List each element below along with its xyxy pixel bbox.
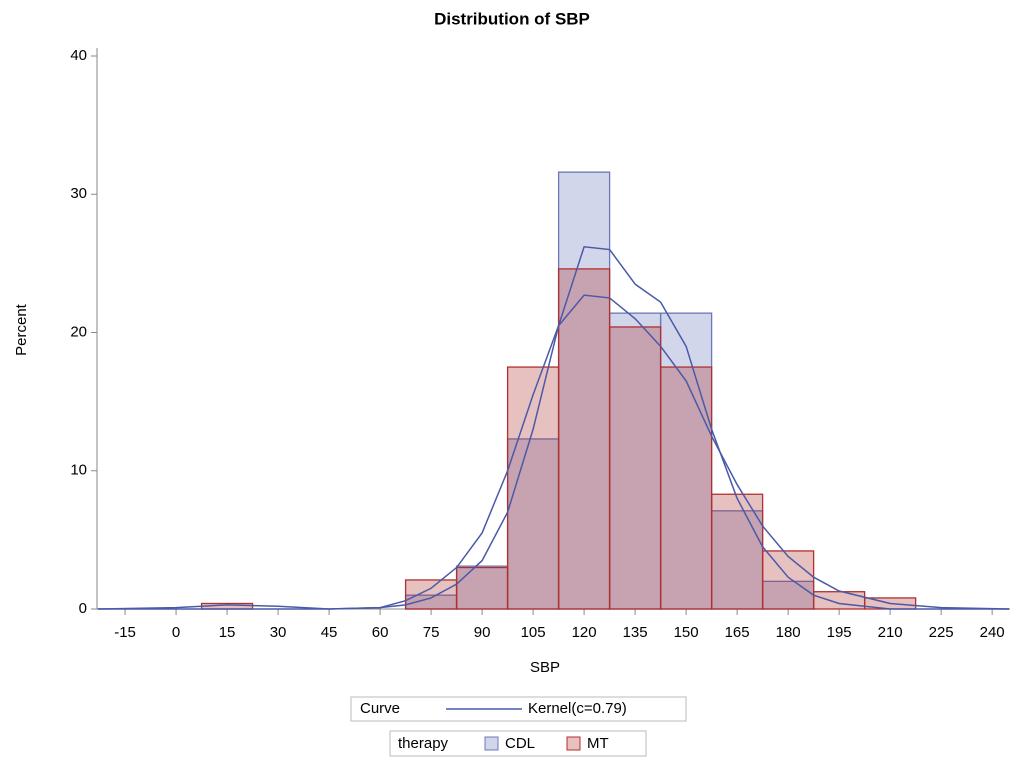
bar bbox=[557, 171, 611, 610]
legend-title: Curve bbox=[360, 700, 400, 717]
y-tick-label: 40 bbox=[70, 47, 87, 64]
legend-label: CDL bbox=[505, 735, 535, 752]
bar bbox=[608, 312, 662, 610]
bar bbox=[761, 550, 815, 610]
x-tick-label: 105 bbox=[521, 624, 546, 641]
bar bbox=[812, 591, 866, 610]
kernel-curve bbox=[97, 294, 1010, 610]
x-tick-label: 195 bbox=[827, 624, 852, 641]
x-tick-label: 45 bbox=[321, 624, 338, 641]
y-tick-label: 10 bbox=[70, 462, 87, 479]
x-tick-label: 135 bbox=[623, 624, 648, 641]
x-tick-label: 60 bbox=[372, 624, 389, 641]
bar bbox=[455, 566, 509, 610]
bar bbox=[608, 326, 662, 610]
x-tick-label: 75 bbox=[423, 624, 440, 641]
x-tick-label: 0 bbox=[172, 624, 180, 641]
legend-label: Kernel(c=0.79) bbox=[528, 700, 627, 717]
bar bbox=[710, 510, 764, 610]
x-tick-label: 165 bbox=[725, 624, 750, 641]
bar bbox=[710, 493, 764, 610]
x-axis-label: SBP bbox=[530, 659, 560, 676]
y-tick-label: 20 bbox=[70, 323, 87, 340]
bar bbox=[557, 268, 611, 610]
x-tick-label: 225 bbox=[929, 624, 954, 641]
group-legend-box bbox=[389, 730, 647, 757]
bar bbox=[761, 580, 815, 610]
x-tick-label: 90 bbox=[474, 624, 491, 641]
bar bbox=[506, 366, 560, 610]
y-axis-label: Percent bbox=[13, 303, 30, 356]
x-tick-label: 120 bbox=[572, 624, 597, 641]
y-tick-label: 0 bbox=[79, 600, 87, 617]
y-tick-label: 30 bbox=[70, 185, 87, 202]
chart-title: Distribution of SBP bbox=[434, 9, 590, 28]
legend-title: therapy bbox=[398, 735, 449, 752]
x-tick-label: 150 bbox=[674, 624, 699, 641]
x-tick-label: 180 bbox=[776, 624, 801, 641]
x-tick-label: -15 bbox=[114, 624, 136, 641]
x-tick-label: 240 bbox=[980, 624, 1005, 641]
x-tick-label: 15 bbox=[219, 624, 236, 641]
bar bbox=[659, 366, 713, 610]
legend-label: MT bbox=[587, 735, 609, 752]
x-tick-label: 210 bbox=[878, 624, 903, 641]
bar bbox=[506, 438, 560, 610]
legend-swatch bbox=[484, 736, 499, 751]
bar bbox=[659, 312, 713, 610]
legend-swatch bbox=[566, 736, 581, 751]
x-tick-label: 30 bbox=[270, 624, 287, 641]
bar bbox=[404, 579, 458, 610]
